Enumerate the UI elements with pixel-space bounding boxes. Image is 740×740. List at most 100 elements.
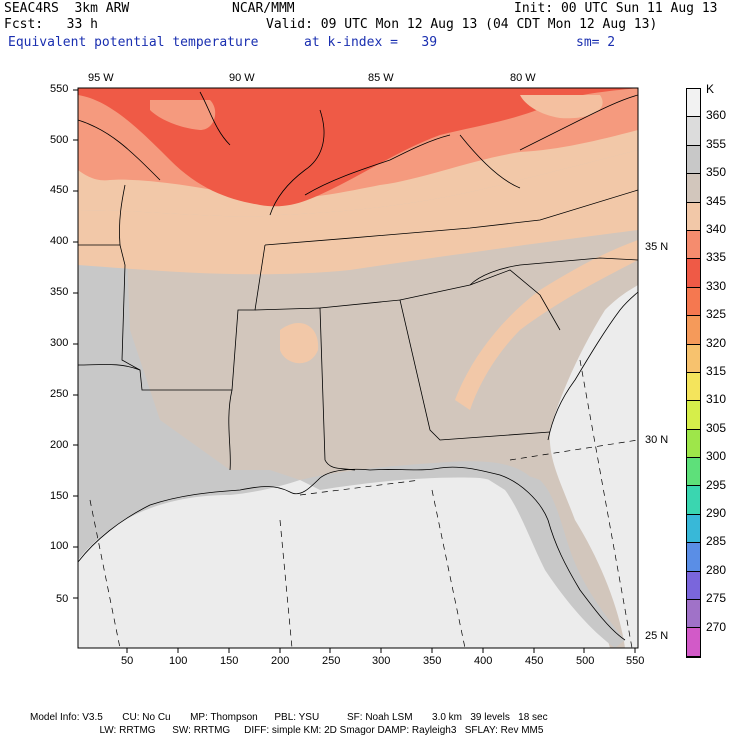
x-tick: 50 xyxy=(121,655,134,667)
x-tick: 250 xyxy=(322,655,341,667)
colorbar-level-label: 305 xyxy=(706,420,727,435)
x-tick: 450 xyxy=(525,655,544,667)
colorbar-segment xyxy=(687,429,700,459)
colorbar-level-label: 360 xyxy=(706,108,727,123)
lon-label: 80 W xyxy=(510,72,536,84)
level-label: at k-index = 39 xyxy=(304,35,438,50)
init-time: Init: 00 UTC Sun 11 Aug 13 xyxy=(514,1,718,16)
colorbar-segment xyxy=(687,628,700,657)
east-coastline xyxy=(547,291,638,441)
y-tick: 350 xyxy=(50,286,69,298)
colorbar-level-label: 295 xyxy=(706,477,727,492)
lon-label: 90 W xyxy=(229,72,255,84)
colorbar xyxy=(686,88,701,658)
lat-label: 35 N xyxy=(645,241,669,253)
colorbar-level-label: 280 xyxy=(706,562,727,577)
colorbar-level-label: 285 xyxy=(706,534,727,549)
y-tick: 400 xyxy=(50,235,69,247)
colorbar-segment xyxy=(687,486,700,515)
meridian-line xyxy=(431,489,466,648)
colorbar-segment xyxy=(687,401,700,430)
colorbar-level-label: 270 xyxy=(706,619,727,634)
border-line xyxy=(228,389,233,471)
border-line xyxy=(78,364,141,371)
colorbar-segment xyxy=(687,287,700,317)
plot-frame xyxy=(77,87,639,649)
x-tick: 350 xyxy=(423,655,442,667)
x-tick: 150 xyxy=(220,655,239,667)
x-tick: 300 xyxy=(372,655,391,667)
gulf-water xyxy=(78,469,610,648)
lat-label: 30 N xyxy=(645,434,669,446)
colorbar-unit: K xyxy=(706,82,715,96)
x-tick: 400 xyxy=(474,655,493,667)
colorbar-level-label: 325 xyxy=(706,307,727,322)
coastline xyxy=(78,466,626,641)
orange-patch xyxy=(150,100,216,130)
orange-patch xyxy=(520,95,603,119)
x-tick: 200 xyxy=(271,655,290,667)
colorbar-segment xyxy=(687,174,700,203)
border-line xyxy=(264,189,638,246)
red-region xyxy=(78,88,638,207)
border-line xyxy=(269,109,325,216)
colorbar-segment xyxy=(687,259,700,288)
colorbar-segment xyxy=(687,514,700,544)
x-tick: 550 xyxy=(626,655,645,667)
lat-label: 25 N xyxy=(645,630,669,642)
peach-band xyxy=(78,150,638,410)
colorbar-level-label: 320 xyxy=(706,335,727,350)
colorbar-segment xyxy=(687,571,700,601)
border-line xyxy=(519,94,638,151)
colorbar-segment xyxy=(687,344,700,373)
border-line xyxy=(119,184,126,246)
colorbar-level-label: 300 xyxy=(706,449,727,464)
smoothing-label: sm= 2 xyxy=(576,35,616,50)
border-line xyxy=(319,299,551,441)
border-line xyxy=(254,307,356,471)
colorbar-segment xyxy=(687,600,700,629)
border-line xyxy=(304,134,451,196)
colorbar-level-label: 310 xyxy=(706,392,727,407)
border-line xyxy=(399,269,561,331)
y-tick: 50 xyxy=(56,593,69,605)
lon-label: 95 W xyxy=(88,72,114,84)
colorbar-level-label: 315 xyxy=(706,364,727,378)
center-label: NCAR/MMM xyxy=(232,1,295,16)
colorbar-level-label: 335 xyxy=(706,250,727,265)
parallel-line xyxy=(299,479,421,496)
border-line xyxy=(199,91,231,146)
y-tick: 450 xyxy=(50,184,69,196)
x-tick: 100 xyxy=(169,655,188,667)
forecast-hour: Fcst: 33 h xyxy=(4,17,98,32)
y-tick: 100 xyxy=(50,540,69,552)
colorbar-segment xyxy=(687,230,700,260)
colorbar-segment xyxy=(687,316,700,345)
border-line xyxy=(459,134,521,189)
field-name: Equivalent potential temperature xyxy=(8,35,259,50)
colorbar-level-label: 330 xyxy=(706,278,727,293)
meridian-line xyxy=(89,499,121,648)
y-tick: 150 xyxy=(50,490,69,502)
colorbar-level-label: 350 xyxy=(706,165,727,180)
lon-label: 85 W xyxy=(368,72,394,84)
colorbar-segment xyxy=(687,543,700,572)
y-tick: 300 xyxy=(50,337,69,349)
colorbar-level-label: 275 xyxy=(706,591,727,606)
border-line xyxy=(78,119,161,181)
valid-time: Valid: 09 UTC Mon 12 Aug 13 (04 CDT Mon … xyxy=(266,17,658,32)
florida-land xyxy=(470,468,625,648)
colorbar-segment xyxy=(687,89,700,118)
y-tick: 550 xyxy=(50,83,69,95)
footer-model-info: Model Info: V3.5 CU: No Cu MP: Thompson … xyxy=(30,712,548,723)
colorbar-segment xyxy=(687,458,700,487)
footer-physics-info: LW: RRTMG SW: RRTMG DIFF: simple KM: 2D … xyxy=(30,725,544,736)
y-tick: 250 xyxy=(50,388,69,400)
meridian-line xyxy=(579,359,633,648)
x-tick: 500 xyxy=(576,655,595,667)
colorbar-level-label: 355 xyxy=(706,136,727,151)
border-line xyxy=(469,257,638,286)
colorbar-level-label: 345 xyxy=(706,193,727,208)
colorbar-level-label: 340 xyxy=(706,222,727,236)
